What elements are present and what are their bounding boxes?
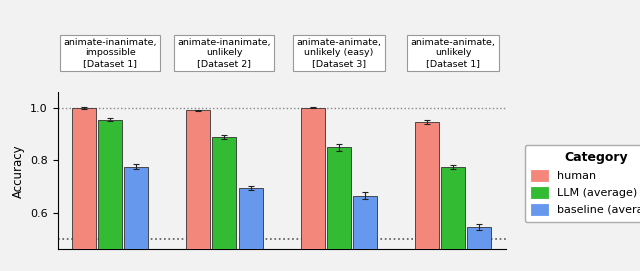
Bar bbox=[467, 227, 492, 271]
Bar bbox=[353, 196, 377, 271]
Text: animate-inanimate,
unlikely
[Dataset 2]: animate-inanimate, unlikely [Dataset 2] bbox=[178, 38, 271, 68]
Bar bbox=[239, 188, 262, 271]
Bar bbox=[124, 167, 148, 271]
Text: animate-animate,
unlikely (easy)
[Dataset 3]: animate-animate, unlikely (easy) [Datase… bbox=[296, 38, 381, 68]
Text: animate-animate,
unlikely
[Dataset 1]: animate-animate, unlikely [Dataset 1] bbox=[411, 38, 495, 68]
Bar bbox=[72, 108, 96, 271]
Bar bbox=[301, 108, 324, 271]
Legend: human, LLM (average), baseline (average): human, LLM (average), baseline (average) bbox=[525, 145, 640, 222]
Text: animate-inanimate,
impossible
[Dataset 1]: animate-inanimate, impossible [Dataset 1… bbox=[63, 38, 157, 68]
Bar bbox=[98, 120, 122, 271]
Y-axis label: Accuracy: Accuracy bbox=[12, 144, 24, 198]
Bar bbox=[415, 122, 439, 271]
Bar bbox=[212, 137, 236, 271]
Bar bbox=[327, 147, 351, 271]
Bar bbox=[186, 111, 211, 271]
Bar bbox=[441, 167, 465, 271]
